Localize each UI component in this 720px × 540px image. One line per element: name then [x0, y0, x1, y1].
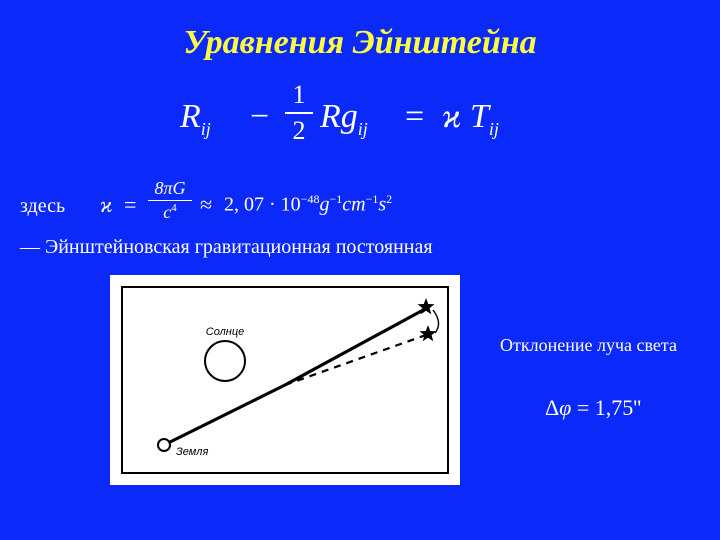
- eq-T-sub: ij: [489, 119, 499, 139]
- eq-R: R: [180, 98, 201, 135]
- figure-svg: Солнце Земля: [110, 275, 460, 485]
- eq-g-sub: ij: [358, 119, 368, 139]
- eq-T: T: [470, 98, 489, 135]
- deflection-eq: =: [571, 395, 594, 420]
- eq-onehalf: 1 2: [285, 80, 313, 146]
- text-here: здесь: [20, 195, 65, 218]
- figure-caption: Отклонение луча света: [500, 335, 677, 356]
- kdef-approx: ≈: [200, 192, 212, 218]
- kdef-den-exp: 4: [171, 202, 177, 214]
- eq-R2: R: [320, 98, 341, 135]
- eq-Rgij: Rgij: [320, 98, 368, 136]
- kdef-mantissa: 2, 07: [224, 194, 264, 216]
- kdef-eq: =: [124, 192, 136, 218]
- eq-g: g: [341, 98, 358, 135]
- deflection-num: 1,75'': [595, 395, 641, 420]
- kdef-cm: cm: [342, 194, 365, 216]
- eq-equals: =: [405, 98, 424, 136]
- eq-kappa: ϰ: [442, 98, 461, 136]
- eq-Tij: Tij: [470, 98, 499, 136]
- slide-title: Уравнения Эйнштейна: [0, 24, 720, 62]
- text-gravconst: — Эйнштейновская гравитационная постоянн…: [20, 236, 433, 259]
- eq-R-sub: ij: [201, 119, 211, 139]
- kdef-s: s: [378, 194, 386, 216]
- kdef-den: c4: [148, 202, 192, 223]
- kdef-dot: ·: [269, 194, 276, 216]
- einstein-equation: Rij − 1 2 Rgij = ϰ Tij: [180, 80, 540, 152]
- slide: Уравнения Эйнштейна Rij − 1 2 Rgij = ϰ T…: [0, 0, 720, 540]
- svg-text:Земля: Земля: [176, 446, 208, 458]
- deflection-phi: φ: [559, 395, 571, 420]
- eq-Rij: Rij: [180, 98, 211, 136]
- light-bending-figure: Солнце Земля: [110, 275, 460, 485]
- deflection-Delta: Δ: [545, 395, 559, 420]
- kdef-value: 2, 07 · 10−48g−1cm−1s2: [224, 192, 392, 217]
- kdef-s-exp: 2: [386, 192, 392, 206]
- eq-frac-num: 1: [285, 80, 313, 110]
- kdef-exp: −48: [301, 192, 320, 206]
- svg-text:Солнце: Солнце: [206, 326, 244, 338]
- kdef-bar: [148, 200, 192, 201]
- kdef-g: g: [319, 194, 329, 216]
- deflection-value: Δφ = 1,75'': [545, 395, 641, 421]
- kdef-cm-exp: −1: [366, 192, 379, 206]
- kdef-kappa: ϰ: [100, 192, 112, 218]
- kdef-g-exp: −1: [329, 192, 342, 206]
- eq-frac-bar: [285, 112, 313, 114]
- kdef-num: 8πG: [148, 178, 192, 199]
- kdef-ten: 10: [281, 194, 301, 216]
- eq-minus: −: [250, 98, 269, 136]
- eq-frac-den: 2: [285, 116, 313, 146]
- kdef-frac: 8πG c4: [148, 178, 192, 223]
